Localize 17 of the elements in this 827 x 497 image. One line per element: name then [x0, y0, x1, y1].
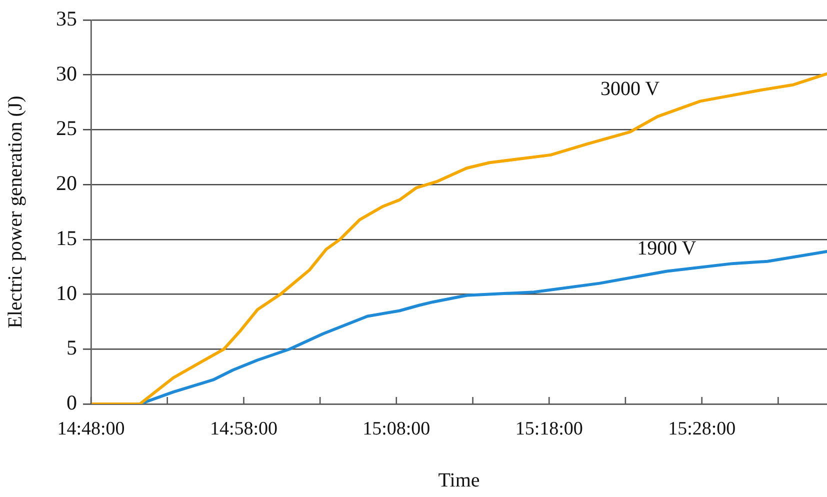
- y-axis-title: Electric power generation (J): [4, 96, 26, 328]
- x-tick-label: 14:48:00: [57, 418, 125, 440]
- x-tick-label: 15:08:00: [362, 418, 430, 440]
- y-tick-label: 10: [56, 280, 77, 305]
- y-tick-label: 20: [56, 171, 77, 196]
- series-label: 1900 V: [637, 237, 697, 260]
- y-tick-label: 15: [56, 226, 77, 250]
- y-tick-label: 5: [66, 336, 77, 360]
- x-tick-label: 15:28:00: [668, 418, 736, 440]
- x-axis-title: Time: [438, 469, 480, 492]
- y-tick-label: 30: [56, 61, 77, 86]
- x-tick-label: 15:18:00: [515, 418, 583, 440]
- x-tick-label: 14:58:00: [210, 418, 278, 440]
- y-tick-label: 25: [56, 116, 77, 140]
- series-label: 3000 V: [600, 78, 660, 100]
- y-tick-label: 35: [56, 6, 77, 31]
- y-tick-label: 0: [66, 390, 77, 415]
